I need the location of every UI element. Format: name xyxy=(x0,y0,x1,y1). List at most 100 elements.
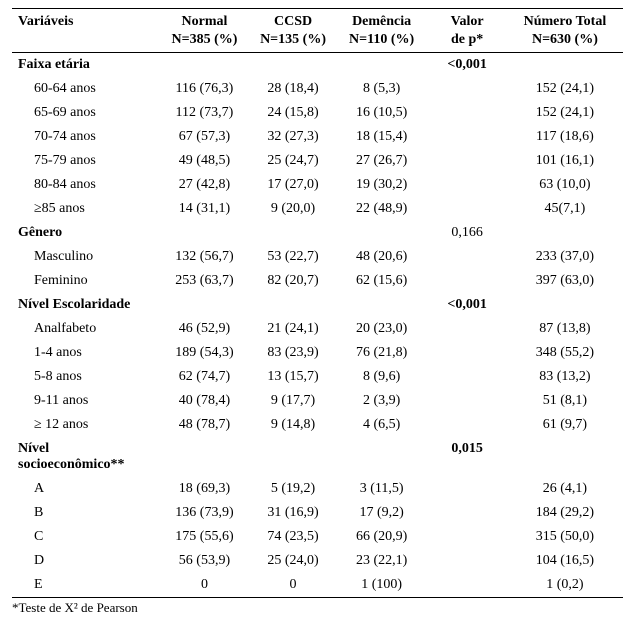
cell: 24 (15,8) xyxy=(250,101,336,125)
cell: 17 (27,0) xyxy=(250,173,336,197)
row-label: B xyxy=(12,501,159,525)
cell-total: 315 (50,0) xyxy=(507,525,623,549)
cell-total: 233 (37,0) xyxy=(507,245,623,269)
row-label: 75-79 anos xyxy=(12,149,159,173)
cell: 40 (78,4) xyxy=(159,389,251,413)
row-label: 80-84 anos xyxy=(12,173,159,197)
section-row: Gênero0,166 xyxy=(12,221,623,245)
cell-total: 61 (9,7) xyxy=(507,413,623,437)
section-row: Nível socioeconômico**0,015 xyxy=(12,437,623,477)
cell: 22 (48,9) xyxy=(336,197,428,221)
cell: 19 (30,2) xyxy=(336,173,428,197)
data-table: Variáveis Normal N=385 (%) CCSD N=135 (%… xyxy=(12,8,623,598)
row-label: 9-11 anos xyxy=(12,389,159,413)
cell: 27 (26,7) xyxy=(336,149,428,173)
cell-total: 26 (4,1) xyxy=(507,477,623,501)
table-row: ≥85 anos14 (31,1)9 (20,0)22 (48,9)45(7,1… xyxy=(12,197,623,221)
table-row: 5-8 anos62 (74,7)13 (15,7)8 (9,6) 83 (13,… xyxy=(12,365,623,389)
cell: 116 (76,3) xyxy=(159,77,251,101)
cell-total: 397 (63,0) xyxy=(507,269,623,293)
table-row: Feminino253 (63,7)82 (20,7)62 (15,6) 397 … xyxy=(12,269,623,293)
row-label: 60-64 anos xyxy=(12,77,159,101)
cell-total: 101 (16,1) xyxy=(507,149,623,173)
cell: 8 (9,6) xyxy=(336,365,428,389)
row-label: Feminino xyxy=(12,269,159,293)
col-header-variaveis: Variáveis xyxy=(12,9,159,53)
cell: 76 (21,8) xyxy=(336,341,428,365)
cell: 62 (15,6) xyxy=(336,269,428,293)
section-label: Faixa etária xyxy=(12,53,159,78)
cell: 28 (18,4) xyxy=(250,77,336,101)
cell: 1 (100) xyxy=(336,573,428,598)
cell: 48 (78,7) xyxy=(159,413,251,437)
cell: 9 (20,0) xyxy=(250,197,336,221)
col-header-ccsd: CCSD N=135 (%) xyxy=(250,9,336,53)
cell: 83 (23,9) xyxy=(250,341,336,365)
cell: 25 (24,0) xyxy=(250,549,336,573)
row-label: E xyxy=(12,573,159,598)
cell: 53 (22,7) xyxy=(250,245,336,269)
cell: 25 (24,7) xyxy=(250,149,336,173)
cell: 14 (31,1) xyxy=(159,197,251,221)
table-row: Masculino132 (56,7)53 (22,7)48 (20,6) 233… xyxy=(12,245,623,269)
col-header-normal: Normal N=385 (%) xyxy=(159,9,251,53)
table-row: 65-69 anos112 (73,7)24 (15,8)16 (10,5)15… xyxy=(12,101,623,125)
cell: 21 (24,1) xyxy=(250,317,336,341)
cell-total: 348 (55,2) xyxy=(507,341,623,365)
cell-total: 152 (24,1) xyxy=(507,77,623,101)
cell: 112 (73,7) xyxy=(159,101,251,125)
cell: 175 (55,6) xyxy=(159,525,251,549)
cell-total: 63 (10,0) xyxy=(507,173,623,197)
row-label: 70-74 anos xyxy=(12,125,159,149)
section-label: Nível socioeconômico** xyxy=(12,437,159,477)
cell-total: 152 (24,1) xyxy=(507,101,623,125)
cell: 82 (20,7) xyxy=(250,269,336,293)
cell: 253 (63,7) xyxy=(159,269,251,293)
cell: 20 (23,0) xyxy=(336,317,428,341)
cell-total: 1 (0,2) xyxy=(507,573,623,598)
cell: 9 (17,7) xyxy=(250,389,336,413)
section-row: Faixa etária<0,001 xyxy=(12,53,623,78)
section-row: Nível Escolaridade<0,001 xyxy=(12,293,623,317)
table-row: ≥ 12 anos48 (78,7)9 (14,8)4 (6,5)61 (9,7… xyxy=(12,413,623,437)
cell: 2 (3,9) xyxy=(336,389,428,413)
cell: 31 (16,9) xyxy=(250,501,336,525)
table-row: C175 (55,6)74 (23,5)66 (20,9)315 (50,0) xyxy=(12,525,623,549)
cell: 49 (48,5) xyxy=(159,149,251,173)
footnote: *Teste de X² de Pearson xyxy=(12,600,623,616)
table-row: B136 (73,9)31 (16,9)17 (9,2)184 (29,2) xyxy=(12,501,623,525)
cell: 136 (73,9) xyxy=(159,501,251,525)
cell-total: 51 (8,1) xyxy=(507,389,623,413)
cell: 23 (22,1) xyxy=(336,549,428,573)
col-header-pvalue: Valor de p* xyxy=(427,9,506,53)
cell: 67 (57,3) xyxy=(159,125,251,149)
cell: 13 (15,7) xyxy=(250,365,336,389)
table-body: Faixa etária<0,00160-64 anos116 (76,3)28… xyxy=(12,53,623,598)
cell-total: 83 (13,2) xyxy=(507,365,623,389)
cell-total: 184 (29,2) xyxy=(507,501,623,525)
row-label: 1-4 anos xyxy=(12,341,159,365)
cell: 132 (56,7) xyxy=(159,245,251,269)
table-row: E001 (100)1 (0,2) xyxy=(12,573,623,598)
table-row: 60-64 anos116 (76,3)28 (18,4)8 (5,3)152 … xyxy=(12,77,623,101)
cell-total: 45(7,1) xyxy=(507,197,623,221)
cell: 32 (27,3) xyxy=(250,125,336,149)
cell-total: 87 (13,8) xyxy=(507,317,623,341)
cell: 18 (69,3) xyxy=(159,477,251,501)
cell: 0 xyxy=(250,573,336,598)
cell-total: 117 (18,6) xyxy=(507,125,623,149)
row-label: Analfabeto xyxy=(12,317,159,341)
table-header: Variáveis Normal N=385 (%) CCSD N=135 (%… xyxy=(12,9,623,53)
cell: 5 (19,2) xyxy=(250,477,336,501)
cell: 18 (15,4) xyxy=(336,125,428,149)
row-label: 5-8 anos xyxy=(12,365,159,389)
cell: 62 (74,7) xyxy=(159,365,251,389)
row-label: Masculino xyxy=(12,245,159,269)
section-label: Gênero xyxy=(12,221,159,245)
row-label: C xyxy=(12,525,159,549)
table-row: D56 (53,9)25 (24,0)23 (22,1)104 (16,5) xyxy=(12,549,623,573)
cell: 48 (20,6) xyxy=(336,245,428,269)
cell: 74 (23,5) xyxy=(250,525,336,549)
row-label: A xyxy=(12,477,159,501)
cell: 27 (42,8) xyxy=(159,173,251,197)
